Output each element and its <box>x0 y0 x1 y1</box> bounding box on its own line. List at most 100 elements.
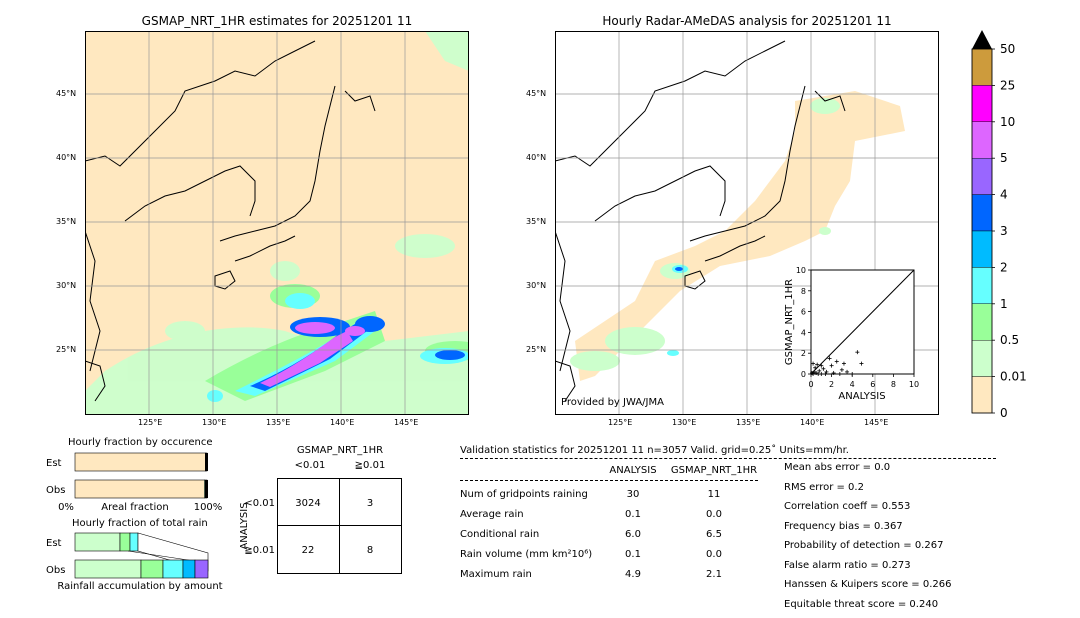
colorbar-segment <box>972 267 992 303</box>
validation-row-label: Maximum rain <box>460 569 532 580</box>
validation-row-analysis: 6.0 <box>603 529 663 540</box>
contingency-title: GSMAP_NRT_1HR <box>278 445 402 456</box>
occurrence-title: Hourly fraction by occurence <box>68 437 212 448</box>
scatter-ylabel: GSMAP_NRT_1HR <box>784 279 795 365</box>
right-lat-label: 45°N <box>526 89 546 98</box>
left-lat-label: 30°N <box>56 281 76 290</box>
scatter-xtick-label: 0 <box>808 380 813 389</box>
validation-row-label: Conditional rain <box>460 529 539 540</box>
right-map-rain-intense <box>675 267 683 271</box>
validation-col-gsmap: GSMAP_NRT_1HR <box>668 465 760 476</box>
occurrence-cat-est: Est <box>46 458 62 469</box>
contingency-cell: 8 <box>367 545 373 556</box>
validation-row-label: Num of gridpoints raining <box>460 489 588 500</box>
score-line: Correlation coeff = 0.553 <box>784 501 951 521</box>
colorbar-label: 0.5 <box>1000 333 1019 347</box>
left-lon-label: 125°E <box>138 418 162 427</box>
colorbar-label: 3 <box>1000 224 1008 238</box>
validation-header: Validation statistics for 20251201 11 n=… <box>460 445 849 456</box>
colorbar-label: 2 <box>1000 260 1008 274</box>
colorbar-segment <box>972 195 992 231</box>
right-map-title: Hourly Radar-AMeDAS analysis for 2025120… <box>555 14 939 28</box>
contingency-col-label: <0.01 <box>280 460 340 471</box>
validation-row-analysis: 4.9 <box>603 569 663 580</box>
occurrence-tick-100: 100% <box>194 502 223 513</box>
colorbar-segment <box>972 158 992 194</box>
right-lat-label: 25°N <box>526 345 546 354</box>
score-line: Mean abs error = 0.0 <box>784 462 951 482</box>
rain-fraction-est-seg <box>120 533 130 551</box>
colorbar-segment <box>972 122 992 158</box>
rain-fraction-cat-obs: Obs <box>46 565 65 576</box>
rain-fraction-xlabel: Rainfall accumulation by amount <box>57 581 222 592</box>
validation-row-analysis: 30 <box>603 489 663 500</box>
scatter-xtick-label: 10 <box>909 380 919 389</box>
right-lon-label: 135°E <box>736 418 760 427</box>
validation-row-analysis: 0.1 <box>603 549 663 560</box>
contingency-cell: 3 <box>367 498 373 509</box>
colorbar-label: 25 <box>1000 78 1015 92</box>
colorbar-over-arrow <box>972 30 992 49</box>
colorbar-label: 50 <box>1000 42 1015 56</box>
validation-row-gsmap: 0.0 <box>668 509 760 520</box>
validation-row: Average rain 0.1 0.0 <box>460 509 760 529</box>
colorbar-segment <box>972 377 992 413</box>
rain-fraction-est-seg <box>75 533 120 551</box>
score-line: Probability of detection = 0.267 <box>784 540 951 560</box>
validation-row-label: Average rain <box>460 509 524 520</box>
rain-fraction-obs-seg <box>195 560 208 578</box>
occurrence-chart: Est Obs 0% Areal fraction 100% <box>40 448 230 514</box>
right-lat-label: 35°N <box>526 217 546 226</box>
colorbar-segment <box>972 340 992 376</box>
right-lon-label: 130°E <box>672 418 696 427</box>
validation-col-analysis: ANALYSIS <box>603 465 663 476</box>
rain-fraction-obs-seg <box>163 560 183 578</box>
occurrence-cat-obs: Obs <box>46 485 65 496</box>
occurrence-bar-edge <box>205 453 208 471</box>
left-lat-label: 40°N <box>56 153 76 162</box>
validation-row: Maximum rain 4.9 2.1 <box>460 569 760 589</box>
right-lat-label: 40°N <box>526 153 546 162</box>
contingency-table: 3024 3 22 8 <0.01 ≧0.01 ANALYSIS <box>235 476 405 576</box>
occurrence-bar-seg <box>75 453 206 471</box>
occurrence-bar-seg <box>75 480 204 498</box>
scatter-ytick-label: 10 <box>796 266 806 275</box>
rain-fraction-obs-seg <box>75 560 141 578</box>
rain-fraction-chart: Est Obs Rainfall accumulation by amount <box>40 528 230 594</box>
validation-divider <box>460 458 996 459</box>
scatter-xtick-label: 8 <box>891 380 896 389</box>
validation-row: Conditional rain 6.0 6.5 <box>460 529 760 549</box>
score-line: RMS error = 0.2 <box>784 482 951 502</box>
scatter-xtick-label: 6 <box>870 380 875 389</box>
validation-row: Rain volume (mm km²10⁶) 0.1 0.0 <box>460 549 760 569</box>
scatter-ytick-label: 6 <box>801 308 806 317</box>
score-line: Hanssen & Kuipers score = 0.266 <box>784 579 951 599</box>
colorbar-label: 0 <box>1000 406 1008 420</box>
rain-fraction-est-seg <box>130 533 138 551</box>
validation-scores: Mean abs error = 0.0 RMS error = 0.2 Cor… <box>784 462 951 618</box>
colorbar-label: 0.01 <box>1000 370 1027 384</box>
scatter-ytick-label: 0 <box>801 370 806 379</box>
occurrence-bars <box>75 453 208 498</box>
colorbar-segment <box>972 49 992 85</box>
score-line: Frequency bias = 0.367 <box>784 521 951 541</box>
contingency-axis-label: ANALYSIS <box>239 502 250 549</box>
left-map <box>85 31 469 415</box>
validation-row-gsmap: 0.0 <box>668 549 760 560</box>
left-lon-label: 145°E <box>394 418 418 427</box>
contingency-cell: 3024 <box>295 498 320 509</box>
left-lon-label: 140°E <box>330 418 354 427</box>
right-lon-label: 140°E <box>800 418 824 427</box>
colorbar-segment <box>972 85 992 121</box>
validation-row-analysis: 0.1 <box>603 509 663 520</box>
occurrence-tick-0: 0% <box>58 502 74 513</box>
validation-row-gsmap: 11 <box>668 489 760 500</box>
right-lon-label: 125°E <box>608 418 632 427</box>
left-lon-label: 130°E <box>202 418 226 427</box>
data-credit: Provided by JWA/JMA <box>561 397 664 408</box>
scatter-xtick-label: 2 <box>829 380 834 389</box>
scatter-ytick-label: 8 <box>801 287 806 296</box>
left-lat-label: 35°N <box>56 217 76 226</box>
